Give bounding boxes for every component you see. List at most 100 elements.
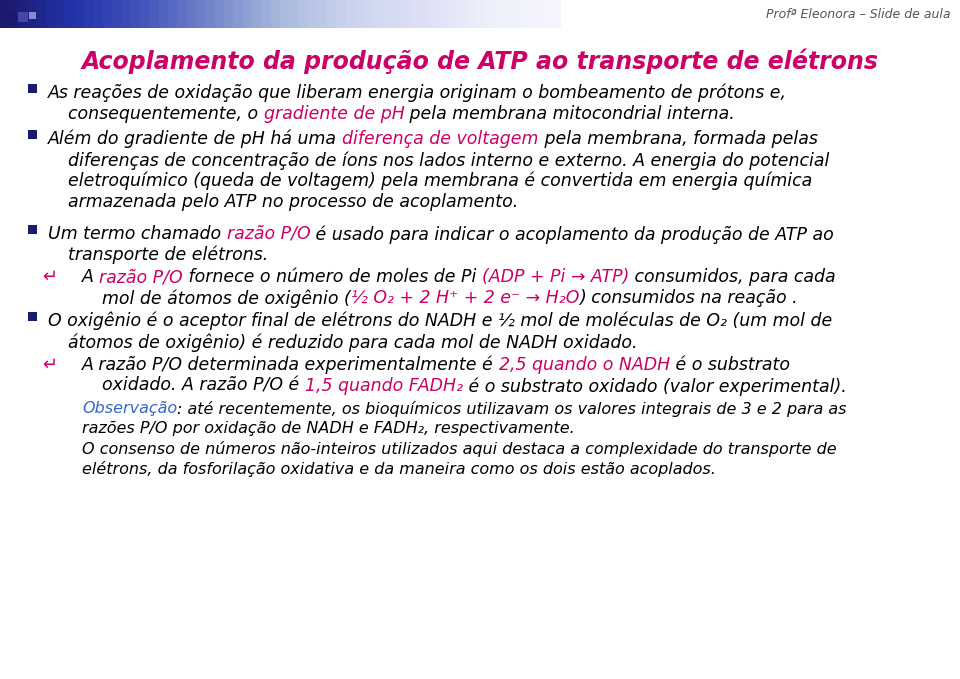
Bar — [28, 312, 37, 321]
Bar — [401, 0, 412, 28]
Text: O consenso de números não-inteiros utilizados aqui destaca a complexidade do tra: O consenso de números não-inteiros utili… — [82, 441, 836, 457]
Bar — [196, 0, 206, 28]
Bar — [75, 0, 85, 28]
Bar — [336, 0, 347, 28]
Text: elétrons, da fosforilação oxidativa e da maneira como os dois estão acoplados.: elétrons, da fosforilação oxidativa e da… — [82, 461, 716, 477]
Bar — [354, 0, 365, 28]
Bar — [28, 0, 38, 28]
Bar — [299, 0, 309, 28]
Text: eletroquímico (queda de voltagem) pela membrana é convertida em energia química: eletroquímico (queda de voltagem) pela m… — [68, 172, 812, 191]
Text: gradiente de pH: gradiente de pH — [264, 105, 404, 123]
Bar — [140, 0, 151, 28]
Text: mol de átomos de oxigênio (: mol de átomos de oxigênio ( — [102, 289, 350, 308]
Bar — [28, 225, 37, 234]
Text: diferenças de concentração de íons nos lados interno e externo. A energia do pot: diferenças de concentração de íons nos l… — [68, 151, 829, 170]
Bar — [476, 0, 487, 28]
Text: A razão P/O determinada experimentalmente é: A razão P/O determinada experimentalment… — [82, 356, 499, 375]
Bar — [383, 0, 393, 28]
Bar — [215, 0, 225, 28]
Bar — [112, 0, 122, 28]
Bar — [252, 0, 262, 28]
Text: 1,5 quando FADH₂: 1,5 quando FADH₂ — [304, 377, 463, 395]
Text: pela membrana mitocondrial interna.: pela membrana mitocondrial interna. — [404, 105, 735, 123]
Bar — [280, 0, 290, 28]
Text: razão P/O: razão P/O — [100, 268, 183, 286]
Text: : até recentemente, os bioquímicos utilizavam os valores integrais de 3 e 2 para: : até recentemente, os bioquímicos utili… — [178, 401, 847, 417]
Text: ↵: ↵ — [42, 356, 58, 374]
Bar — [261, 0, 272, 28]
Text: ) consumidos na reação .: ) consumidos na reação . — [579, 289, 798, 307]
Bar — [429, 0, 440, 28]
Bar — [457, 0, 468, 28]
Text: é usado para indicar o acoplamento da produção de ATP ao: é usado para indicar o acoplamento da pr… — [310, 225, 834, 244]
Bar — [37, 0, 48, 28]
Bar — [318, 0, 327, 28]
Bar — [93, 0, 104, 28]
Bar — [243, 0, 253, 28]
Bar — [158, 0, 169, 28]
Text: diferença de voltagem: diferença de voltagem — [343, 130, 539, 148]
Bar — [289, 0, 300, 28]
Bar — [373, 0, 384, 28]
Bar — [392, 0, 402, 28]
Bar — [28, 84, 37, 93]
Text: O oxigênio é o aceptor final de elétrons do NADH e ½ mol de moléculas de O₂ (um : O oxigênio é o aceptor final de elétrons… — [48, 312, 832, 331]
Bar — [551, 0, 561, 28]
Bar — [47, 0, 57, 28]
Bar — [308, 0, 319, 28]
Text: ½ O₂ + 2 H⁺ + 2 e⁻ → H₂O: ½ O₂ + 2 H⁺ + 2 e⁻ → H₂O — [350, 289, 579, 307]
Text: Acoplamento da produção de ATP ao transporte de elétrons: Acoplamento da produção de ATP ao transp… — [82, 49, 878, 75]
Bar — [168, 0, 179, 28]
Text: armazenada pelo ATP no processo de acoplamento.: armazenada pelo ATP no processo de acopl… — [68, 193, 518, 211]
Bar — [29, 12, 36, 19]
Text: (ADP + Pi → ATP): (ADP + Pi → ATP) — [482, 268, 629, 286]
Bar — [224, 0, 234, 28]
Text: transporte de elétrons.: transporte de elétrons. — [68, 246, 268, 265]
Bar — [103, 0, 113, 28]
Bar — [514, 0, 523, 28]
Bar — [467, 0, 477, 28]
Bar — [0, 0, 11, 28]
Bar — [541, 0, 552, 28]
Text: Profª Eleonora – Slide de aula: Profª Eleonora – Slide de aula — [765, 7, 950, 20]
Bar — [326, 0, 337, 28]
Text: oxidado. A razão P/O é: oxidado. A razão P/O é — [102, 377, 304, 395]
Text: ↵: ↵ — [42, 268, 58, 286]
Bar — [121, 0, 132, 28]
Bar — [504, 0, 515, 28]
Bar — [150, 0, 159, 28]
Text: 2,5 quando o NADH: 2,5 quando o NADH — [499, 356, 670, 374]
Bar — [56, 0, 66, 28]
Bar — [411, 0, 421, 28]
Bar — [233, 0, 244, 28]
Bar — [494, 0, 505, 28]
Bar — [186, 0, 197, 28]
Bar — [18, 12, 28, 22]
Text: é o substrato: é o substrato — [670, 356, 790, 374]
Text: consumidos, para cada: consumidos, para cada — [629, 268, 836, 286]
Bar — [131, 0, 141, 28]
Text: razão P/O: razão P/O — [227, 225, 310, 243]
Text: é o substrato oxidado (valor experimental).: é o substrato oxidado (valor experimenta… — [463, 377, 847, 395]
Bar — [439, 0, 449, 28]
Bar — [205, 0, 216, 28]
Bar — [65, 0, 76, 28]
Bar — [364, 0, 374, 28]
Bar — [3, 11, 17, 25]
Text: Observação: Observação — [82, 401, 178, 416]
Text: As reações de oxidação que liberam energia originam o bombeamento de prótons e,: As reações de oxidação que liberam energ… — [48, 84, 787, 103]
Bar — [18, 0, 29, 28]
Bar — [178, 0, 187, 28]
Bar — [346, 0, 355, 28]
Bar — [532, 0, 542, 28]
Text: Um termo chamado: Um termo chamado — [48, 225, 227, 243]
Text: consequentemente, o: consequentemente, o — [68, 105, 264, 123]
Bar — [28, 130, 37, 139]
Text: A: A — [82, 268, 100, 286]
Bar — [10, 0, 19, 28]
Bar — [84, 0, 94, 28]
Bar — [420, 0, 430, 28]
Bar — [486, 0, 495, 28]
Text: átomos de oxigênio) é reduzido para cada mol de NADH oxidado.: átomos de oxigênio) é reduzido para cada… — [68, 333, 637, 352]
Text: Além do gradiente de pH há uma: Além do gradiente de pH há uma — [48, 130, 343, 149]
